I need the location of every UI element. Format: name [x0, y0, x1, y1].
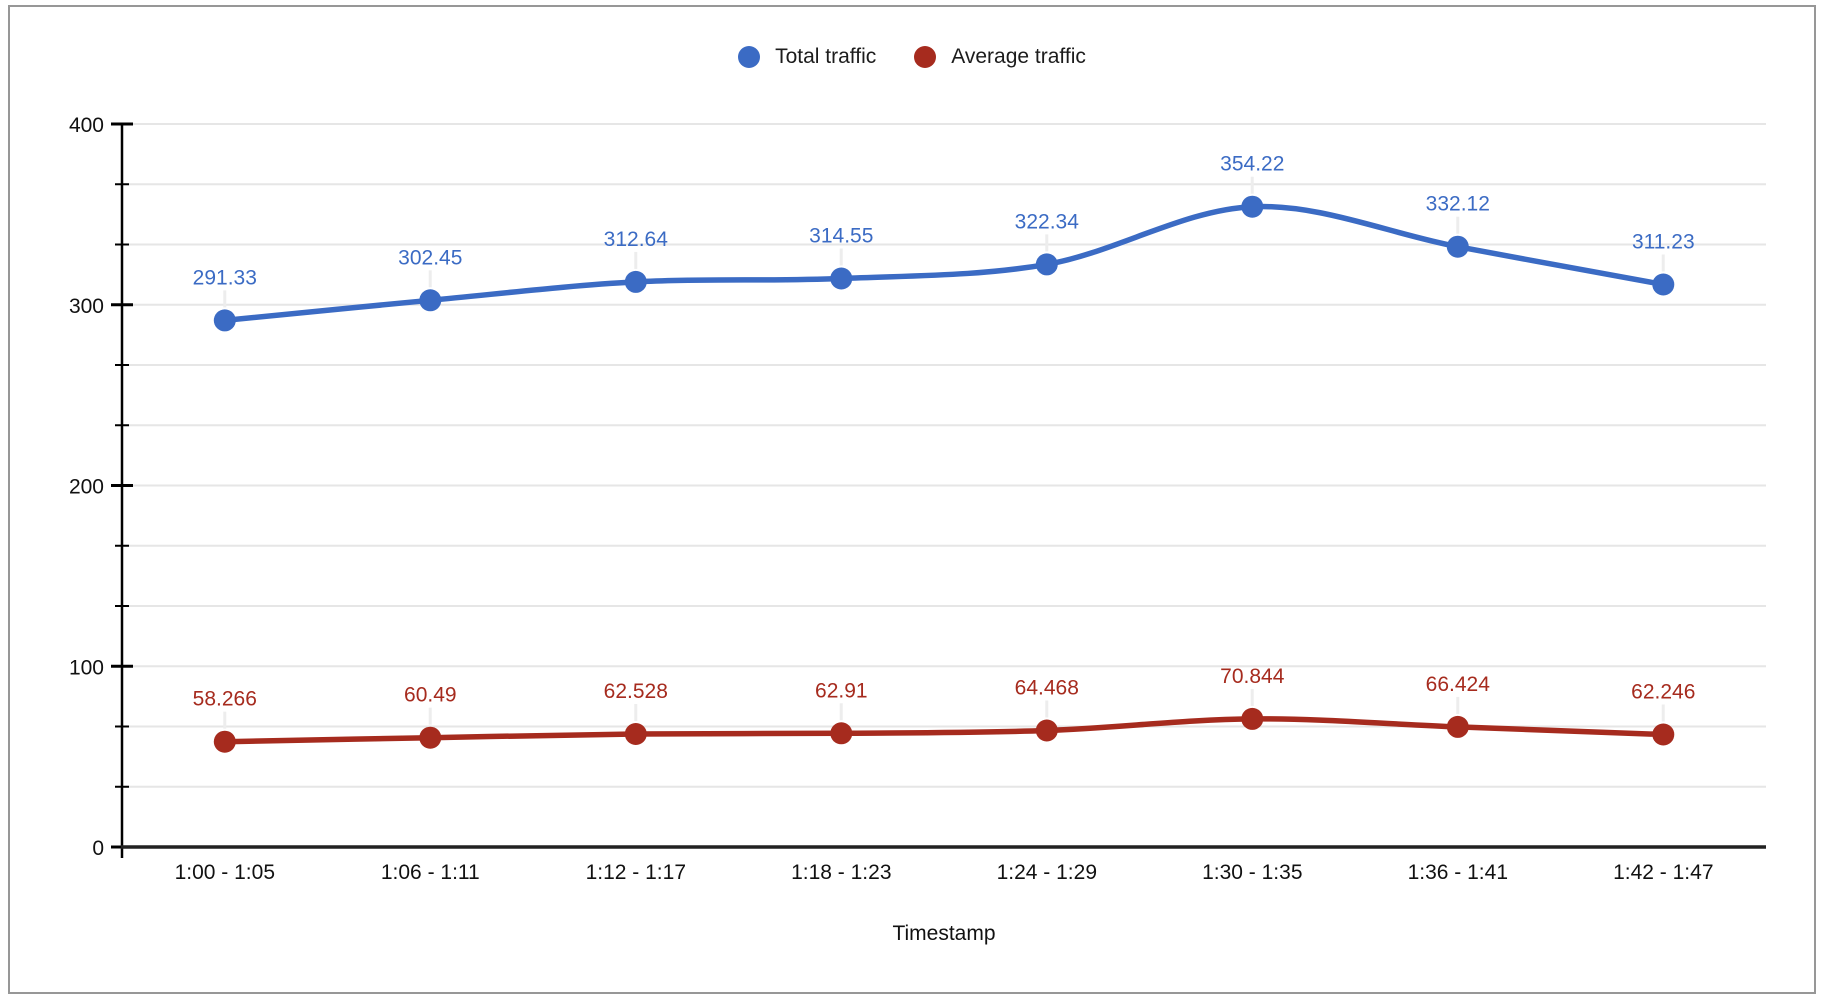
data-point-marker[interactable]: [1241, 195, 1264, 218]
data-point-marker[interactable]: [830, 722, 853, 745]
data-point-marker[interactable]: [1446, 715, 1469, 738]
y-tick-label: 300: [69, 295, 104, 318]
data-label: 62.528: [604, 680, 668, 703]
data-point-marker[interactable]: [213, 730, 236, 753]
data-point-marker[interactable]: [624, 723, 647, 745]
data-label: 58.266: [193, 688, 257, 711]
x-tick-label: 1:06 - 1:11: [381, 861, 480, 884]
data-point-marker[interactable]: [1446, 235, 1469, 258]
data-label: 60.49: [404, 684, 457, 707]
data-label: 311.23: [1632, 231, 1695, 254]
data-point-marker[interactable]: [213, 309, 236, 332]
total-traffic-series-dot-icon: [738, 46, 761, 68]
x-tick-label: 1:42 - 1:47: [1613, 861, 1713, 884]
data-point-marker[interactable]: [419, 289, 442, 312]
average-traffic-series-dot-icon: [914, 46, 937, 68]
legend-item-total-traffic[interactable]: Total traffic: [738, 45, 876, 69]
legend-label-average-traffic: Average traffic: [951, 45, 1086, 68]
data-label: 302.45: [398, 246, 462, 269]
series-line-0: [222, 203, 1667, 324]
x-tick-label: 1:12 - 1:17: [586, 861, 686, 884]
x-tick-label: 1:30 - 1:35: [1202, 861, 1302, 884]
data-point-marker[interactable]: [1652, 273, 1675, 296]
legend-item-average-traffic[interactable]: Average traffic: [914, 45, 1086, 69]
data-point-marker[interactable]: [624, 270, 647, 293]
data-label: 62.91: [815, 679, 868, 702]
data-label: 322.34: [1015, 210, 1080, 233]
data-label: 62.246: [1631, 681, 1695, 704]
data-point-marker[interactable]: [1652, 723, 1675, 746]
x-tick-label: 1:24 - 1:29: [997, 861, 1097, 884]
x-tick-label: 1:18 - 1:23: [791, 861, 891, 884]
y-tick-label: 400: [69, 114, 104, 137]
data-label: 312.64: [604, 228, 669, 251]
data-point-marker[interactable]: [830, 267, 853, 290]
x-tick-label: 1:00 - 1:05: [175, 861, 275, 884]
y-tick-label: 0: [92, 837, 104, 860]
data-label: 314.55: [809, 225, 873, 248]
data-point-marker[interactable]: [1241, 707, 1264, 730]
x-axis-title: Timestamp: [892, 922, 996, 945]
data-label: 64.468: [1015, 677, 1079, 700]
legend: Total traffic Average traffic: [0, 45, 1824, 69]
data-label: 66.424: [1426, 673, 1491, 696]
data-point-marker[interactable]: [1035, 719, 1058, 742]
data-label: 354.22: [1220, 153, 1284, 176]
legend-label-total-traffic: Total traffic: [775, 45, 877, 68]
data-point-marker[interactable]: [1035, 253, 1058, 276]
data-label: 332.12: [1426, 193, 1490, 216]
y-tick-label: 100: [69, 656, 104, 679]
data-label: 70.844: [1220, 665, 1285, 688]
data-point-marker[interactable]: [419, 726, 442, 749]
series-line-1: [222, 716, 1667, 745]
y-tick-label: 200: [69, 476, 104, 499]
x-tick-label: 1:36 - 1:41: [1408, 861, 1508, 884]
data-label: 291.33: [193, 266, 257, 289]
